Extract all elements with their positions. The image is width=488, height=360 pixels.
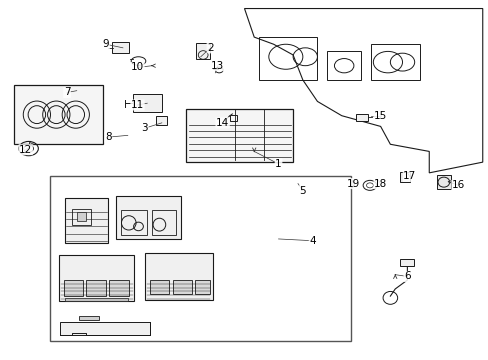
Bar (120, 210, 147, 235)
Text: 6: 6 (403, 271, 410, 282)
Bar (112, 42, 129, 53)
Text: 3: 3 (141, 123, 148, 133)
Text: 8: 8 (105, 132, 111, 142)
Bar (399, 259, 413, 266)
Text: 7: 7 (63, 87, 70, 98)
Bar (63, 280, 83, 296)
Bar (259, 37, 317, 80)
Bar (196, 43, 210, 59)
Bar (326, 51, 361, 80)
Bar (116, 196, 181, 239)
Text: 10: 10 (131, 63, 144, 72)
Bar (356, 114, 368, 121)
Text: 12: 12 (19, 145, 32, 155)
Bar (60, 322, 149, 336)
Text: 19: 19 (346, 179, 360, 189)
Bar (290, 177, 309, 183)
Text: 4: 4 (308, 236, 315, 246)
Text: 13: 13 (211, 61, 224, 71)
Bar (50, 176, 351, 341)
Text: 14: 14 (216, 118, 229, 128)
Text: 5: 5 (299, 186, 305, 196)
Bar (72, 208, 91, 225)
Bar (186, 109, 292, 162)
Text: 1: 1 (275, 159, 281, 169)
Bar (156, 116, 166, 125)
Bar (144, 253, 212, 300)
Bar (229, 114, 237, 121)
Text: 15: 15 (373, 111, 386, 121)
Text: 16: 16 (451, 180, 464, 190)
Bar (436, 175, 450, 189)
Bar (172, 280, 192, 294)
Bar (77, 212, 86, 221)
Bar (14, 85, 103, 144)
Bar (86, 280, 106, 296)
Bar (132, 94, 162, 112)
Bar (370, 44, 419, 80)
Bar (64, 298, 127, 301)
Bar (59, 255, 134, 301)
Bar (79, 316, 99, 320)
Bar (149, 280, 169, 294)
Bar (109, 280, 128, 296)
Text: 11: 11 (131, 100, 144, 110)
Text: 9: 9 (102, 39, 109, 49)
Text: 17: 17 (403, 171, 416, 181)
Text: 18: 18 (373, 179, 386, 189)
Bar (152, 210, 176, 235)
Bar (195, 280, 209, 294)
Bar (64, 198, 108, 243)
Bar (399, 172, 409, 182)
Text: 2: 2 (207, 43, 213, 53)
